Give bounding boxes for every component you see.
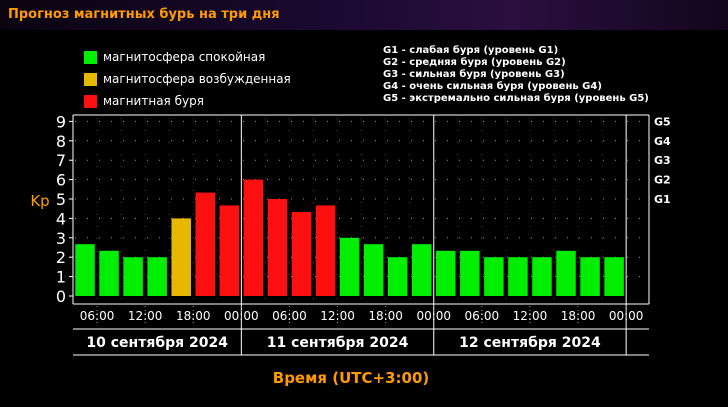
g-legend-item-g5: G5 - экстремально сильная буря (уровень … <box>383 93 649 104</box>
g-legend-item-g1: G1 - слабая буря (уровень G1) <box>383 45 559 56</box>
kp-bar <box>411 244 432 296</box>
kp-bar <box>604 257 624 296</box>
kp-bar <box>315 205 336 296</box>
time-tick-label: 18:00 <box>561 309 596 323</box>
kp-bar <box>267 199 288 296</box>
g-level-legend: G1 - слабая буря (уровень G1) G2 - средн… <box>383 45 649 105</box>
legend-item-storm: магнитная буря <box>84 90 291 112</box>
y-tick-label: 6 <box>56 171 66 190</box>
legend-label-calm: магнитосфера спокойная <box>103 50 266 64</box>
y-tick-label: 4 <box>56 209 66 228</box>
time-tick-label: 12:00 <box>128 309 163 323</box>
g-legend-item-g2: G2 - средняя буря (уровень G2) <box>383 57 566 68</box>
kp-bar <box>75 244 95 296</box>
kp-bar <box>339 237 360 296</box>
kp-bar <box>532 257 552 296</box>
time-tick-label: 06:00 <box>80 309 115 323</box>
time-tick-label: 12:00 <box>513 309 548 323</box>
color-legend: магнитосфера спокойная магнитосфера возб… <box>84 46 291 112</box>
kp-bar <box>243 179 264 296</box>
kp-bar <box>484 257 504 296</box>
y-tick-label: 8 <box>56 132 66 151</box>
y-tick-label: 5 <box>56 190 66 209</box>
kp-bar <box>147 257 167 296</box>
y-tick-label: 3 <box>56 229 66 248</box>
legend-label-storm: магнитная буря <box>103 94 204 108</box>
g-level-label: G1 <box>654 193 671 206</box>
y-axis-label: Kp <box>30 192 49 210</box>
time-tick-label: 00:00 <box>416 309 451 323</box>
kp-bar <box>123 257 143 296</box>
date-label: 11 сентября 2024 <box>267 335 409 351</box>
kp-bar <box>99 250 119 296</box>
kp-bar <box>580 257 600 296</box>
kp-bar <box>363 244 384 296</box>
y-tick-label: 7 <box>56 151 66 170</box>
kp-bar <box>556 250 576 296</box>
time-tick-label: 06:00 <box>465 309 500 323</box>
legend-item-active: магнитосфера возбужденная <box>84 68 291 90</box>
page-title: Прогноз магнитных бурь на три дня <box>8 7 280 22</box>
legend-swatch-active <box>84 72 97 86</box>
kp-bar <box>219 205 240 296</box>
time-tick-label: 12:00 <box>320 309 355 323</box>
time-tick-label: 00:00 <box>224 309 259 323</box>
g-level-label: G2 <box>654 174 671 187</box>
y-tick-label: 1 <box>56 268 66 287</box>
legend-label-active: магнитосфера возбужденная <box>103 72 291 86</box>
kp-bar <box>436 250 456 296</box>
kp-bar <box>171 218 191 296</box>
y-tick-label: 0 <box>56 287 66 306</box>
time-tick-label: 00:00 <box>609 309 644 323</box>
x-axis-label: Время (UTC+3:00) <box>273 369 429 387</box>
legend-swatch-calm <box>84 50 97 64</box>
g-level-label: G5 <box>654 115 671 128</box>
y-tick-label: 2 <box>56 248 66 267</box>
header-background <box>0 0 728 30</box>
legend-swatch-storm <box>84 94 97 108</box>
kp-bar <box>195 192 216 296</box>
g-level-label: G3 <box>654 154 671 167</box>
y-tick-label: 9 <box>56 112 66 131</box>
time-tick-label: 06:00 <box>272 309 307 323</box>
g-level-label: G4 <box>654 135 671 148</box>
time-tick-label: 18:00 <box>368 309 403 323</box>
time-tick-label: 18:00 <box>176 309 211 323</box>
kp-bar <box>508 257 528 296</box>
kp-bar <box>460 250 480 296</box>
kp-bar <box>387 257 408 296</box>
kp-bar <box>291 211 312 296</box>
legend-item-calm: магнитосфера спокойная <box>84 46 291 68</box>
g-legend-item-g4: G4 - очень сильная буря (уровень G4) <box>383 81 602 92</box>
date-label: 12 сентября 2024 <box>459 335 601 351</box>
date-label: 10 сентября 2024 <box>86 335 228 351</box>
g-legend-item-g3: G3 - сильная буря (уровень G3) <box>383 69 565 80</box>
